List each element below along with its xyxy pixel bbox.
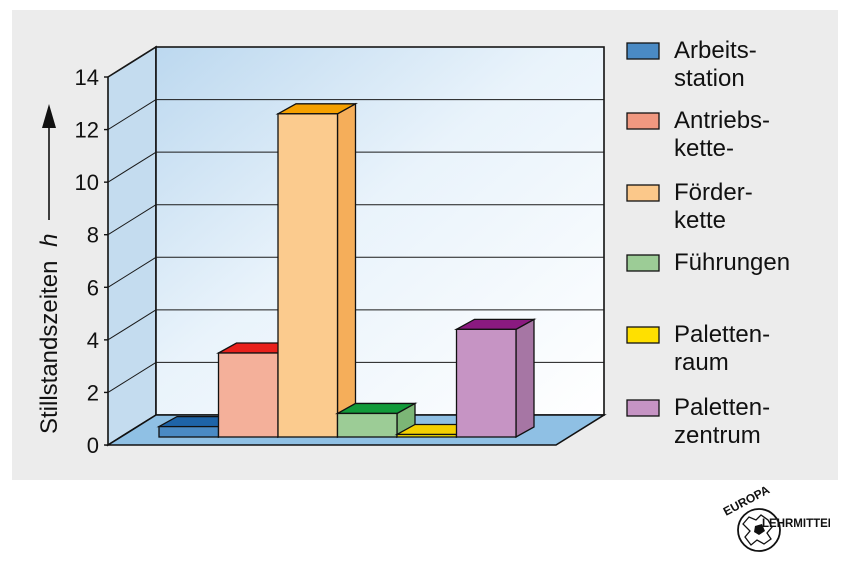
left-wall bbox=[107, 45, 157, 447]
bar-front bbox=[217, 352, 279, 438]
legend-label: Paletten- bbox=[674, 394, 770, 421]
bar-chart: 0 2 4 6 8 10 12 14 Arbeits-station Antriebs-kett… bbox=[36, 37, 790, 458]
legend-item-3: Förder-kette bbox=[626, 179, 753, 234]
gridline-side bbox=[107, 256, 157, 288]
legend-label: Förder- bbox=[674, 179, 753, 206]
logo-side-text: LEHRMITTEL bbox=[762, 518, 830, 530]
legend-swatch bbox=[626, 254, 660, 272]
y-tick-label: 0 bbox=[87, 433, 99, 458]
bars bbox=[156, 102, 537, 439]
bar-front bbox=[455, 328, 517, 438]
legend-label: Antriebs- bbox=[674, 107, 770, 134]
bar-side bbox=[336, 102, 357, 439]
bar-front bbox=[336, 412, 398, 438]
legend-label: Führungen bbox=[674, 249, 790, 276]
gridline-side bbox=[107, 204, 157, 236]
y-axis-label: Stillstandszeiten h bbox=[36, 234, 63, 434]
bar-3 bbox=[275, 102, 359, 439]
bar-4 bbox=[334, 402, 418, 439]
gridline-side bbox=[107, 46, 157, 78]
legend-label-line2: zentrum bbox=[674, 422, 761, 449]
y-axis-arrowhead bbox=[42, 104, 56, 128]
y-tick-label: 2 bbox=[87, 380, 99, 405]
y-tick-label: 12 bbox=[75, 118, 99, 143]
gridline-side bbox=[107, 151, 157, 183]
legend-label-line2: kette bbox=[674, 207, 726, 234]
legend-swatch bbox=[626, 399, 660, 417]
y-axis: 0 2 4 6 8 10 12 14 bbox=[75, 65, 108, 458]
legend-label-line2: kette- bbox=[674, 135, 734, 162]
legend-item-5: Paletten-raum bbox=[626, 321, 770, 376]
legend-swatch bbox=[626, 112, 660, 130]
y-tick-label: 14 bbox=[75, 65, 99, 90]
y-tick-label: 8 bbox=[87, 223, 99, 248]
legend-item-1: Arbeits-station bbox=[626, 37, 757, 92]
y-tick-label: 6 bbox=[87, 275, 99, 300]
legend: Arbeits-station Antriebs-kette- Förder-ket… bbox=[626, 37, 790, 449]
legend-label-line2: raum bbox=[674, 349, 729, 376]
legend-item-4: Führungen bbox=[626, 249, 790, 276]
gridline-side bbox=[107, 309, 157, 341]
y-tick-label: 10 bbox=[75, 170, 99, 195]
legend-item-6: Paletten-zentrum bbox=[626, 394, 770, 449]
legend-label: Arbeits- bbox=[674, 37, 757, 64]
legend-swatch bbox=[626, 184, 660, 202]
gridline-side bbox=[107, 99, 157, 130]
bar-front bbox=[396, 433, 458, 438]
gridline-side bbox=[107, 362, 157, 393]
legend-swatch bbox=[626, 326, 660, 344]
legend-swatch bbox=[626, 42, 660, 60]
bar-front bbox=[277, 113, 339, 438]
gridlines bbox=[107, 46, 604, 393]
bar-6 bbox=[453, 318, 537, 439]
y-tick-label: 4 bbox=[87, 328, 99, 353]
legend-label: Paletten- bbox=[674, 321, 770, 348]
chart-panel: 0 2 4 6 8 10 12 14 Arbeits-station Antriebs-kett… bbox=[12, 10, 838, 552]
europa-lehrmittel-logo: EUROPA LEHRMITTEL bbox=[721, 486, 830, 552]
legend-item-2: Antriebs-kette- bbox=[626, 107, 770, 162]
bar-front bbox=[158, 425, 220, 438]
legend-label-line2: station bbox=[674, 65, 745, 92]
bar-side bbox=[515, 318, 535, 439]
